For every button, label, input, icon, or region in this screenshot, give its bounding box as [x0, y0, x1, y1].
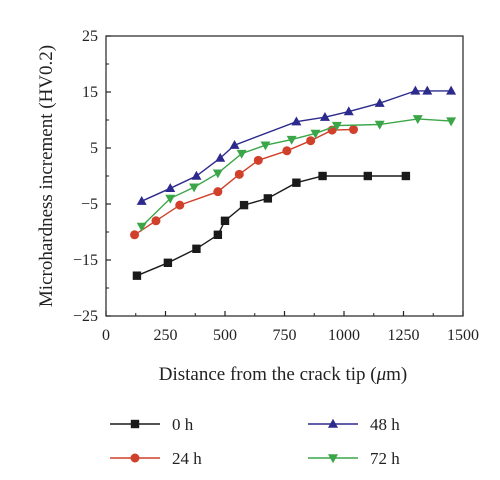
data-point — [401, 171, 411, 181]
series-layer — [130, 85, 457, 280]
data-point — [212, 169, 223, 179]
data-point — [318, 171, 327, 181]
legend: 0 h 48 h 24 h 72 h — [110, 415, 400, 468]
data-point — [422, 85, 433, 95]
series-line — [136, 175, 406, 277]
y-tick-label: 5 — [90, 140, 98, 157]
series-24-h — [130, 125, 359, 240]
data-point — [175, 200, 185, 210]
data-point — [213, 187, 223, 197]
data-point — [136, 196, 147, 205]
data-point — [446, 85, 457, 95]
data-point — [263, 194, 273, 203]
legend-label: 0 h — [172, 415, 194, 434]
legend-marker — [328, 418, 338, 428]
data-point — [213, 230, 223, 239]
x-tick-label: 750 — [273, 327, 297, 344]
y-tick-label: −25 — [73, 308, 98, 325]
data-point — [236, 149, 247, 159]
x-tick-label: 1250 — [388, 327, 420, 344]
x-tick-label: 0 — [102, 327, 110, 344]
data-point — [374, 120, 385, 130]
data-point — [343, 106, 354, 116]
legend-marker — [130, 453, 140, 463]
data-point — [374, 98, 385, 107]
data-point — [239, 200, 249, 210]
data-point — [319, 112, 330, 121]
data-point — [310, 129, 321, 139]
legend-label: 24 h — [172, 449, 202, 468]
data-point — [151, 216, 161, 226]
axes: 0 250 500 750 1000 1250 1500 25 15 5 −5 −15 −25 — [73, 28, 479, 344]
data-point — [165, 194, 176, 204]
data-point — [191, 170, 202, 180]
legend-label: 72 h — [370, 449, 400, 468]
series-0-h — [132, 171, 411, 280]
data-point — [253, 155, 263, 165]
legend-entry: 24 h — [110, 449, 202, 468]
data-point — [215, 152, 226, 162]
data-point — [446, 117, 457, 127]
data-point — [412, 115, 423, 125]
y-tick-label: −15 — [73, 252, 98, 269]
data-point — [163, 258, 173, 267]
data-point — [291, 116, 302, 126]
legend-entry: 72 h — [308, 449, 400, 468]
x-tick-label: 500 — [213, 327, 237, 344]
x-axis-title: Distance from the crack tip (μm) — [159, 364, 408, 385]
data-point — [331, 121, 342, 131]
legend-marker — [328, 454, 338, 464]
x-tick-label: 1500 — [447, 327, 479, 344]
y-tick-label: 15 — [82, 84, 98, 101]
legend-entry: 48 h — [308, 415, 400, 434]
data-point — [136, 222, 147, 232]
data-point — [286, 135, 297, 145]
data-point — [220, 216, 230, 225]
series-72-h — [136, 115, 457, 232]
data-point — [363, 171, 372, 181]
x-tick-label: 1000 — [328, 327, 360, 344]
data-point — [189, 183, 200, 193]
data-point — [192, 244, 201, 253]
series-line — [134, 128, 354, 236]
data-point — [260, 141, 271, 151]
data-point — [165, 183, 176, 193]
data-point — [132, 271, 142, 280]
data-point — [282, 146, 292, 156]
legend-marker — [130, 419, 140, 429]
x-tick-label: 250 — [154, 327, 178, 344]
data-point — [292, 178, 301, 187]
legend-label: 48 h — [370, 415, 400, 434]
y-axis-title: Microhardness increment (HV0.2) — [36, 45, 57, 307]
data-point — [349, 125, 359, 135]
legend-entry: 0 h — [110, 415, 194, 434]
series-line — [141, 118, 452, 227]
data-point — [234, 169, 244, 179]
y-tick-label: 25 — [82, 28, 98, 45]
data-point — [410, 85, 421, 95]
series-48-h — [136, 85, 457, 205]
data-point — [130, 230, 140, 240]
data-point — [306, 136, 316, 146]
y-tick-label: −5 — [81, 196, 98, 213]
data-point — [229, 140, 240, 149]
